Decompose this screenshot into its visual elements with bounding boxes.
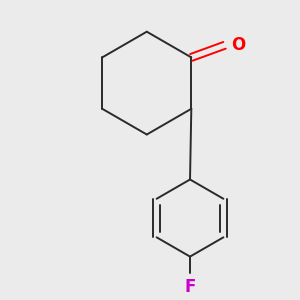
Text: F: F bbox=[184, 278, 196, 296]
Text: O: O bbox=[231, 36, 245, 54]
